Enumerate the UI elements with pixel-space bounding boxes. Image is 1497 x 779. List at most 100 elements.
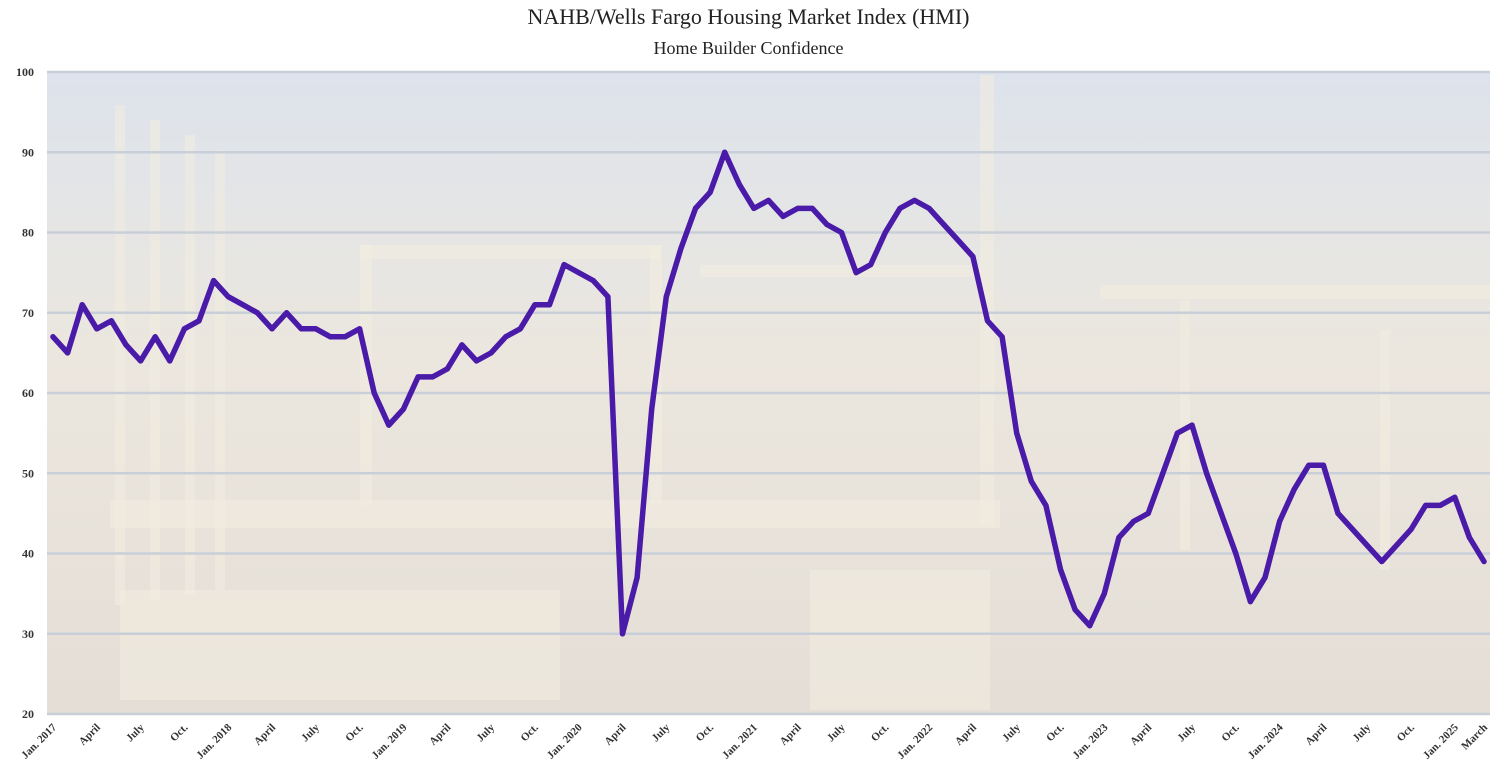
data-point (1364, 542, 1370, 549)
x-tick-label: Jan. 2024 (1246, 721, 1286, 761)
x-tick-label: July (650, 721, 673, 744)
data-point (1203, 470, 1210, 476)
data-point (1291, 486, 1297, 492)
x-tick-label: April (427, 722, 453, 748)
data-point (1145, 510, 1151, 516)
data-point (736, 181, 742, 187)
y-tick-label: 70 (22, 306, 34, 320)
data-point (795, 205, 801, 212)
data-point (50, 334, 56, 340)
data-point (1233, 550, 1239, 557)
data-point (1481, 558, 1487, 565)
x-tick-label: Jan. 2017 (19, 721, 59, 761)
data-point (181, 326, 188, 332)
data-point (1262, 574, 1268, 581)
data-point (751, 205, 757, 212)
data-point (1087, 623, 1093, 629)
x-tick-label: July (474, 721, 497, 744)
x-tick-label: Oct. (168, 721, 191, 744)
data-point (284, 310, 290, 316)
background-frame (360, 245, 660, 259)
x-tick-label: July (1000, 721, 1023, 744)
y-tick-label: 20 (22, 707, 34, 721)
data-point (298, 326, 304, 332)
data-point (1276, 518, 1283, 525)
data-point (605, 294, 611, 300)
data-point (809, 205, 815, 212)
data-point (824, 221, 830, 228)
chart-title: NAHB/Wells Fargo Housing Market Index (H… (527, 4, 970, 29)
background-frame (185, 135, 195, 595)
x-tick-label: Jan. 2023 (1070, 721, 1110, 761)
data-point (1101, 591, 1107, 597)
data-point (1466, 534, 1472, 541)
background-frame (150, 120, 160, 600)
data-point (313, 326, 319, 332)
data-point (897, 205, 903, 212)
data-point (1247, 599, 1253, 605)
data-point (1393, 542, 1399, 549)
data-point (503, 334, 509, 340)
data-point (1408, 526, 1414, 533)
x-tick-label: April (1128, 722, 1154, 748)
x-axis: Jan. 2017 April July Oct. Jan. 2018 April July… (19, 721, 1490, 761)
x-tick-label: July (1351, 721, 1374, 744)
data-point (459, 342, 465, 348)
data-point (1452, 494, 1458, 500)
data-point (561, 262, 567, 268)
data-point (999, 334, 1005, 340)
data-point (970, 253, 976, 260)
data-point (123, 342, 129, 348)
background-frame (1100, 285, 1490, 299)
y-tick-label: 30 (22, 627, 34, 641)
x-tick-label: Jan. 2018 (194, 721, 234, 761)
y-tick-label: 80 (22, 226, 34, 240)
x-tick-label: July (124, 721, 147, 744)
data-point (780, 213, 786, 220)
x-tick-label: April (1303, 722, 1329, 748)
data-point (1014, 430, 1020, 436)
data-point (371, 390, 377, 396)
data-point (517, 326, 523, 332)
data-point (576, 270, 582, 276)
gridlines (47, 70, 1490, 716)
data-point (1320, 462, 1326, 468)
data-point (722, 149, 728, 155)
data-point (1043, 502, 1049, 508)
data-point (532, 302, 538, 308)
background-frame (115, 105, 125, 605)
data-point (152, 334, 158, 340)
data-point (1422, 502, 1429, 508)
background-frame (360, 245, 372, 505)
x-tick-label: April (602, 722, 628, 748)
data-point (254, 310, 261, 316)
data-point (1057, 566, 1064, 573)
data-point (926, 205, 932, 212)
data-point (838, 229, 845, 236)
data-point (196, 318, 202, 324)
x-tick-label: Oct. (1395, 721, 1418, 744)
data-point (663, 294, 669, 300)
data-point (211, 278, 217, 284)
background-frame (700, 265, 980, 277)
data-point (1072, 607, 1078, 613)
data-point (108, 318, 115, 324)
x-tick-label: Jan. 2022 (895, 721, 935, 761)
data-point (400, 406, 407, 412)
data-point (619, 631, 626, 637)
data-point (1335, 510, 1341, 516)
y-tick-label: 40 (22, 547, 34, 561)
background-frame (1380, 330, 1390, 570)
data-point (1174, 430, 1180, 436)
y-tick-label: 100 (16, 65, 34, 79)
data-point (955, 237, 961, 244)
data-point (1437, 502, 1443, 508)
x-tick-label: April (778, 722, 804, 748)
data-point (634, 574, 640, 581)
data-point (138, 358, 144, 364)
data-point (707, 189, 713, 195)
background-frame (120, 590, 560, 700)
chart-subtitle: Home Builder Confidence (653, 38, 844, 58)
data-point (882, 229, 888, 236)
x-tick-label: July (825, 721, 848, 744)
